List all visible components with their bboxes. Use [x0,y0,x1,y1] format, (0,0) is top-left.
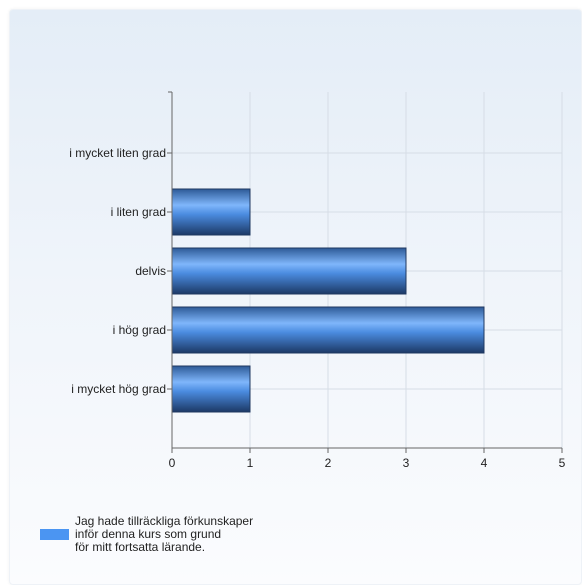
x-tick-label: 2 [325,456,332,470]
chart-panel [9,9,582,585]
y-tick-label: delvis [135,264,166,278]
x-tick-label: 0 [169,456,176,470]
y-tick-label: i mycket hög grad [71,382,166,396]
x-tick-label: 1 [247,456,254,470]
x-tick-label: 5 [559,456,566,470]
y-tick-label: i liten grad [111,205,166,219]
bar-delvis [171,247,407,295]
bar-i-liten-grad [171,188,251,236]
y-tick-label: i hög grad [113,323,166,337]
axis-labels: 0 1 2 3 4 5 i mycket liten grad i liten grad del… [69,146,565,470]
legend: Jag hade tillräckliga förkunskaper inför… [40,515,315,554]
axes [167,91,563,453]
legend-label: Jag hade tillräckliga förkunskaper inför… [75,514,254,554]
x-tick-label: 3 [403,456,410,470]
bar-i-mycket-hög-grad [171,365,251,413]
y-tick-label: i mycket liten grad [69,146,166,160]
legend-swatch [40,529,69,540]
x-tick-label: 4 [481,456,488,470]
bar-i-hög-grad [171,306,485,354]
bars [171,188,485,413]
